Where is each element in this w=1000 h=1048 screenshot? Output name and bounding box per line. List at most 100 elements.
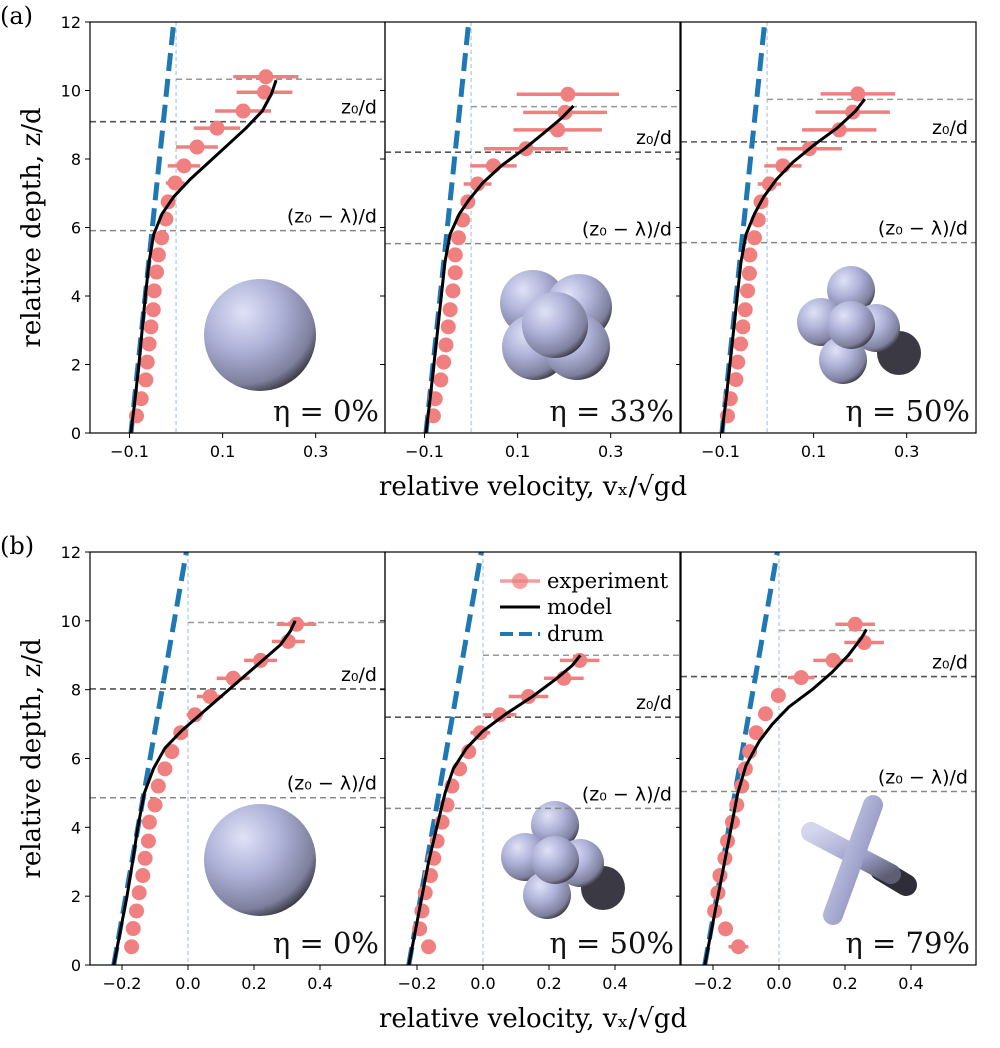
experiment-marker (470, 176, 486, 192)
experiment-marker (737, 302, 753, 318)
experiment-marker (176, 158, 192, 174)
experiment-marker (850, 86, 866, 102)
experiment-point (813, 652, 853, 668)
experiment-point (740, 283, 756, 299)
y-axis-label: relative depth, z/d (17, 107, 47, 347)
experiment-point (150, 778, 166, 794)
experiment-marker (141, 814, 157, 830)
experiment-marker (730, 354, 746, 370)
experiment-point (436, 354, 452, 370)
experiment-point (757, 706, 773, 722)
experiment-point (164, 744, 180, 760)
experiment-marker (129, 903, 145, 919)
panel-label: (a) (0, 2, 33, 30)
experiment-point (440, 319, 456, 335)
experiment-marker (440, 319, 456, 335)
experiment-marker (225, 670, 241, 686)
legend-item-experiment: experiment (500, 569, 669, 593)
experiment-point (447, 265, 463, 281)
y-tick-label: 0 (71, 956, 81, 975)
experiment-point (276, 616, 317, 632)
x-tick-label: −0.2 (398, 974, 437, 993)
experiment-marker (150, 778, 166, 794)
experiment-point (728, 372, 744, 388)
x-tick-label: 0.0 (766, 974, 791, 993)
experiment-marker (167, 175, 183, 191)
x-tick-label: 0.1 (505, 442, 530, 461)
model-curve (703, 628, 868, 966)
experiment-point (747, 230, 763, 246)
experiment-point (742, 247, 758, 263)
cross-icon (801, 795, 917, 925)
panel-b-1: z₀/d (z₀ − λ)/d η = 0% −0.2 0.0 0.2 0.4 0 2 4 6 8 10… (61, 543, 386, 993)
experiment-marker (258, 69, 274, 85)
experiment-marker (140, 833, 156, 849)
eta-label: η = 0% (273, 394, 379, 428)
experiment-point (451, 230, 467, 246)
experiment-marker (447, 247, 463, 263)
y-axis-label: relative depth, z/d (17, 638, 47, 878)
experiment-marker (143, 319, 159, 335)
x-tick-label: 0.1 (801, 442, 826, 461)
x-tick-label: 0.0 (175, 974, 200, 993)
experiment-point (154, 230, 170, 246)
z0-minus-lambda-label: (z₀ − λ)/d (878, 767, 968, 789)
experiment-marker (447, 265, 463, 281)
experiment-point (233, 69, 299, 85)
experiment-marker (131, 885, 147, 901)
experiment-marker (560, 86, 576, 102)
x-tick-label: −0.1 (110, 442, 149, 461)
experiment-point (438, 337, 454, 353)
experiment-point (236, 84, 293, 100)
experiment-point (417, 885, 433, 901)
y-tick-label: 2 (71, 356, 81, 375)
experiment-marker (164, 744, 180, 760)
eta-label: η = 0% (273, 926, 379, 960)
experiment-point (133, 391, 149, 407)
experiment-point (757, 176, 782, 192)
experiment-point (147, 797, 163, 813)
experiment-point (463, 176, 492, 192)
experiment-point (149, 264, 165, 280)
y-tick-label: 6 (71, 750, 81, 769)
experiment-point (820, 86, 896, 102)
experiment-point (737, 302, 753, 318)
cluster-lobe (827, 301, 875, 349)
x-tick-label: 0.4 (307, 974, 332, 993)
experiment-point (733, 336, 749, 352)
experiment-point (433, 372, 449, 388)
experiment-marker (137, 850, 153, 866)
z0-minus-lambda-label: (z₀ − λ)/d (287, 773, 377, 795)
eta-label: η = 79% (845, 926, 970, 960)
x-tick-label: 0.2 (241, 974, 266, 993)
experiment-point (770, 688, 786, 704)
experiment-point (742, 744, 758, 760)
plot-layer: z₀/d(z₀ − λ)/dη = 0%−0.1 0.1 0.3024681012z… (0, 2, 977, 1034)
experiment-marker (146, 283, 162, 299)
sphere-particle-image (204, 279, 316, 391)
z0-label: z₀/d (932, 117, 968, 139)
experiment-point (801, 122, 877, 138)
experiment-marker (730, 939, 746, 955)
panel-label: (b) (0, 532, 34, 560)
x-tick-label: 0.3 (894, 442, 919, 461)
experiment-marker (733, 336, 749, 352)
experiment-point (141, 814, 157, 830)
experiment-point (146, 283, 162, 299)
experiment-point (150, 247, 166, 263)
experiment-marker (770, 688, 786, 704)
experiment-marker (256, 84, 272, 100)
panel-a-3: z₀/d (z₀ − λ)/d η = 50% −0.1 0.1 0.3 (676, 21, 977, 461)
experiment-marker (747, 230, 763, 246)
experiment-point (124, 939, 140, 955)
cluster5-icon (501, 801, 625, 919)
experiment-point (145, 302, 161, 318)
x-axis-label: relative velocity, vₓ/√gd (379, 1004, 687, 1034)
x-axis-label: relative velocity, vₓ/√gd (379, 472, 687, 502)
experiment-marker (757, 706, 773, 722)
x-tick-label: −0.2 (694, 974, 733, 993)
experiment-marker (847, 616, 863, 632)
z0-label: z₀/d (341, 97, 377, 119)
experiment-marker (154, 230, 170, 246)
cluster-lobe (531, 801, 579, 849)
